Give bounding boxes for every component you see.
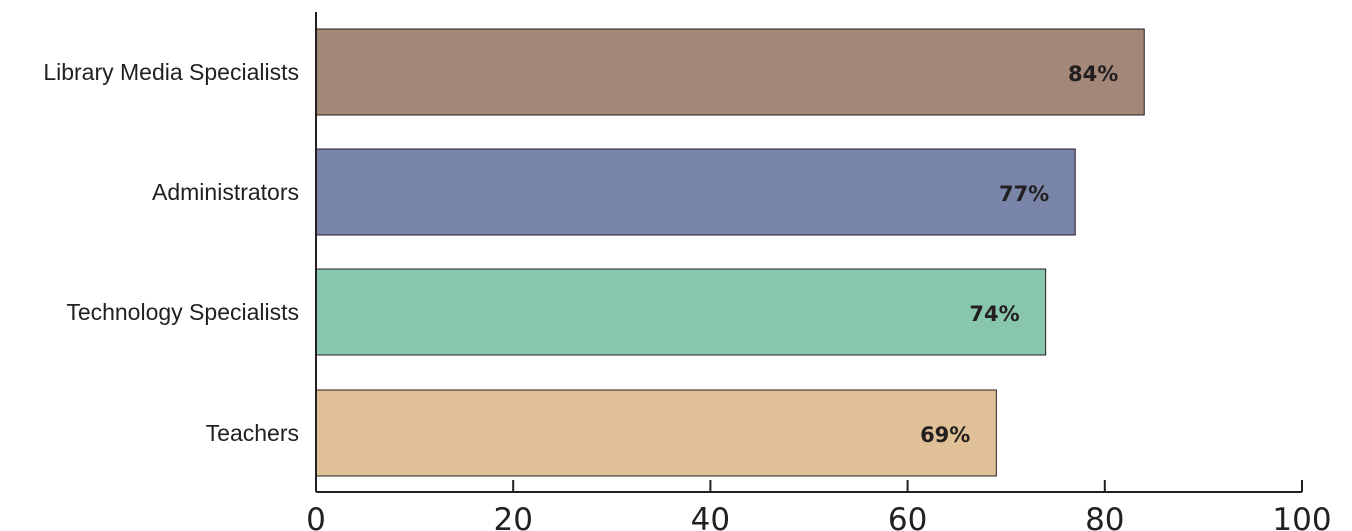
x-tick-label: 40 [691, 502, 730, 531]
value-labels: 84% 77% 74% 69% [920, 62, 1118, 447]
category-label: Technology Specialists [66, 299, 299, 325]
bar-technology-specialists [315, 268, 1047, 356]
value-label: 74% [969, 302, 1019, 326]
x-tick-label: 60 [888, 502, 927, 531]
value-label: 69% [920, 423, 970, 447]
axes [315, 12, 1302, 493]
category-labels: Library Media Specialists Administrators T… [43, 59, 299, 446]
x-tick-label: 20 [493, 502, 532, 531]
category-label: Library Media Specialists [43, 59, 299, 85]
bar-administrators [315, 148, 1076, 236]
bar-teachers [315, 389, 997, 477]
x-tick-label: 0 [306, 502, 326, 531]
x-axis-ticks: 0 20 40 60 80 100 [306, 480, 1332, 531]
x-tick-label: 100 [1272, 502, 1331, 531]
value-label: 77% [999, 182, 1049, 206]
x-tick-label: 80 [1085, 502, 1124, 531]
category-label: Teachers [206, 420, 299, 446]
bars-layer [315, 28, 1145, 477]
bar-library-media-specialists [315, 28, 1145, 116]
category-label: Administrators [152, 179, 299, 205]
value-label: 84% [1068, 62, 1118, 86]
